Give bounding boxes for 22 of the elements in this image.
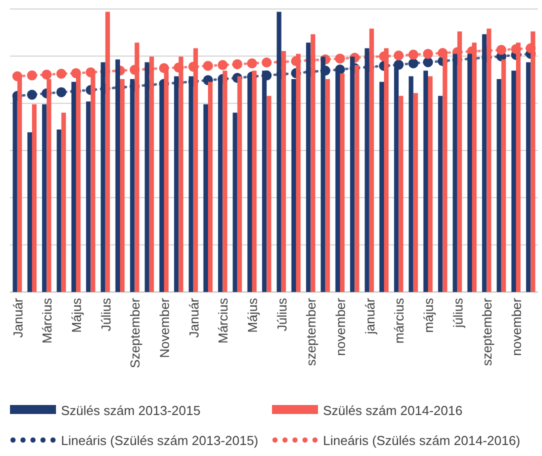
x-tick-label: november: [509, 297, 524, 356]
x-tick-label: március: [392, 298, 407, 344]
x-tick-label: szeptember: [304, 297, 319, 366]
x-tick-label: Május: [245, 298, 260, 333]
x-tick-label: május: [421, 298, 436, 333]
x-tick-label: Július: [98, 298, 114, 332]
x-tick-label: január: [362, 297, 378, 336]
x-tick-label: Március: [40, 298, 55, 344]
x-tick-label: november: [333, 297, 348, 356]
x-tick-label: Március: [216, 298, 231, 344]
x-tick-label: Január: [10, 297, 26, 338]
x-tick-label: Július: [274, 298, 290, 332]
x-tick-label: Május: [69, 298, 84, 333]
x-tick-label: November: [157, 297, 172, 358]
legend-label: Lineáris (Szülés szám 2014-2016): [323, 433, 520, 448]
legend-label: Szülés szám 2013-2015: [61, 403, 200, 418]
legend-label: Szülés szám 2014-2016: [323, 403, 462, 418]
x-tick-label: július: [450, 298, 466, 329]
x-tick-label: Szeptember: [128, 297, 143, 368]
x-tick-label: Január: [186, 297, 202, 338]
x-tick-label: szeptember: [480, 297, 495, 366]
legend-label: Lineáris (Szülés szám 2013-2015): [61, 433, 258, 448]
